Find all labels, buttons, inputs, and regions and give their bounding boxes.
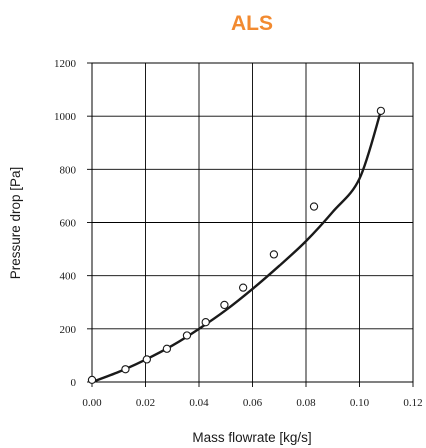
x-axis-label: Mass flowrate [kg/s]	[192, 430, 311, 445]
data-point	[182, 331, 192, 340]
y-tick-label: 1000	[54, 111, 77, 123]
y-tick-label: 0	[71, 377, 77, 389]
data-point	[220, 300, 229, 310]
data-point	[238, 283, 248, 292]
fit-line-group	[91, 110, 383, 384]
x-tick-label: 0.00	[82, 397, 102, 409]
data-points	[87, 106, 386, 385]
y-tick-label: 400	[60, 271, 77, 283]
grid	[87, 62, 414, 387]
x-tick-label: 0.04	[189, 397, 209, 409]
data-point	[121, 365, 130, 374]
y-tick-label: 600	[60, 218, 77, 230]
chart-title: ALS	[231, 12, 273, 35]
x-tick-label: 0.12	[403, 397, 422, 409]
data-point	[142, 355, 151, 364]
fit-line	[91, 110, 383, 384]
y-axis-label: Pressure drop [Pa]	[8, 167, 23, 280]
x-tick-label: 0.06	[243, 397, 263, 409]
y-tick-label: 1200	[54, 58, 77, 70]
data-point	[201, 318, 210, 327]
data-point	[162, 344, 172, 353]
plot-frame	[91, 62, 414, 383]
y-tick-label: 800	[60, 164, 77, 176]
x-tick-labels: 0.00 0.02 0.04 0.06 0.08 0.10 0.12	[82, 397, 422, 409]
x-tick-label: 0.02	[136, 397, 155, 409]
y-tick-labels: 0 200 400 600 800 1000 1200	[54, 58, 77, 389]
data-point	[309, 202, 319, 211]
data-point	[376, 106, 386, 115]
x-tick-label: 0.08	[296, 397, 316, 409]
data-point	[87, 375, 97, 385]
y-tick-label: 200	[60, 324, 77, 336]
data-point	[269, 250, 279, 259]
x-tick-label: 0.10	[350, 397, 370, 409]
